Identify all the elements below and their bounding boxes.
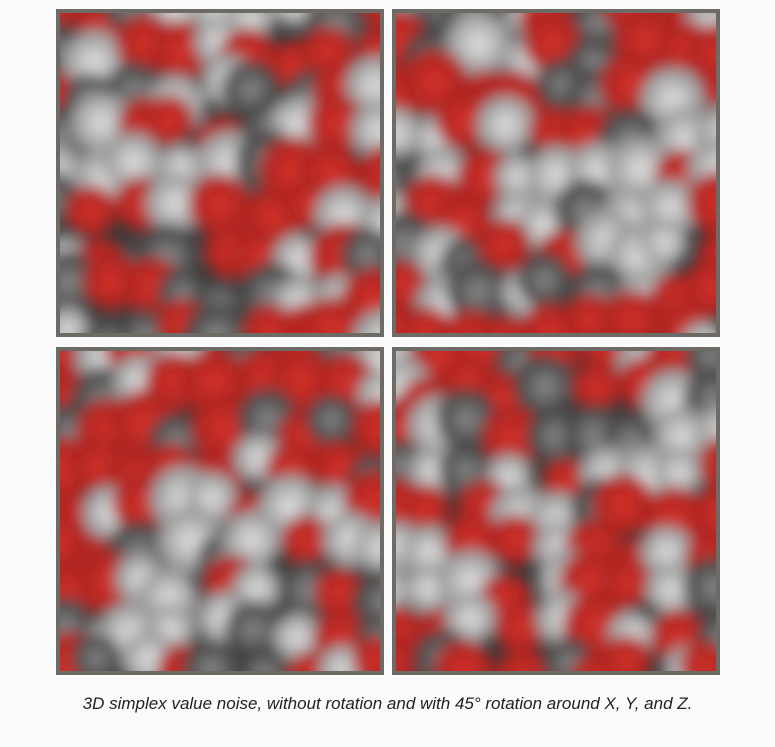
red-blob bbox=[281, 515, 332, 566]
red-blob bbox=[702, 66, 716, 111]
noise-texture bbox=[60, 13, 380, 333]
noise-texture bbox=[60, 351, 380, 671]
gray-blob bbox=[684, 556, 716, 619]
red-blob bbox=[602, 290, 662, 333]
red-blob bbox=[314, 567, 365, 618]
figure-caption: 3D simplex value noise, without rotation… bbox=[82, 694, 693, 713]
gray-blob bbox=[222, 510, 282, 570]
noise-panel-rotation-z bbox=[392, 347, 720, 675]
red-blob bbox=[401, 484, 451, 534]
gray-blob bbox=[436, 389, 497, 450]
red-blob bbox=[572, 362, 621, 412]
noise-panel-rotation-x bbox=[392, 9, 720, 337]
gray-blob bbox=[353, 521, 380, 574]
red-blob bbox=[679, 641, 716, 671]
gray-blob bbox=[683, 321, 716, 333]
red-blob bbox=[481, 314, 532, 333]
gray-blob bbox=[446, 260, 509, 323]
gray-blob bbox=[444, 591, 497, 645]
gray-blob bbox=[476, 95, 536, 155]
gray-blob bbox=[71, 634, 121, 671]
red-blob bbox=[687, 23, 716, 88]
red-blob bbox=[396, 631, 417, 671]
red-blob bbox=[351, 399, 380, 458]
gray-blob bbox=[639, 218, 689, 267]
gray-blob bbox=[517, 253, 572, 307]
red-blob bbox=[143, 95, 194, 145]
red-blob bbox=[358, 145, 380, 206]
gray-blob bbox=[145, 173, 207, 234]
gray-blob bbox=[653, 407, 711, 465]
gray-blob bbox=[225, 601, 281, 658]
red-blob bbox=[687, 171, 716, 236]
gray-blob bbox=[341, 228, 380, 281]
noise-texture bbox=[396, 351, 716, 671]
red-blob bbox=[603, 558, 653, 608]
red-blob bbox=[691, 484, 716, 546]
gray-blob bbox=[182, 640, 241, 671]
noise-panel-rotation-y bbox=[56, 347, 384, 675]
gray-blob bbox=[445, 13, 512, 78]
red-blob bbox=[481, 405, 545, 469]
red-blob bbox=[352, 635, 380, 671]
gray-blob bbox=[513, 355, 577, 418]
gray-blob bbox=[103, 132, 164, 193]
gray-blob bbox=[306, 395, 357, 445]
noise-texture bbox=[396, 13, 716, 333]
red-blob bbox=[493, 600, 547, 654]
red-blob bbox=[684, 258, 716, 317]
gray-blob bbox=[352, 308, 380, 333]
noise-panel-without-rotation bbox=[56, 9, 384, 337]
red-blob bbox=[698, 437, 716, 491]
red-blob bbox=[494, 649, 553, 671]
red-blob bbox=[434, 640, 494, 671]
gray-blob bbox=[654, 448, 704, 497]
gray-blob bbox=[60, 306, 93, 333]
red-blob bbox=[600, 635, 652, 671]
red-blob bbox=[399, 306, 453, 333]
red-blob bbox=[592, 473, 655, 536]
red-blob bbox=[523, 13, 582, 73]
red-blob bbox=[65, 185, 117, 237]
red-blob bbox=[188, 173, 251, 236]
gray-blob bbox=[645, 563, 698, 617]
gray-blob bbox=[184, 303, 250, 333]
gray-blob bbox=[272, 612, 323, 663]
red-blob bbox=[300, 297, 364, 333]
red-blob bbox=[477, 218, 531, 273]
red-blob bbox=[489, 514, 541, 566]
gray-blob bbox=[238, 647, 291, 671]
gray-blob bbox=[350, 100, 380, 161]
